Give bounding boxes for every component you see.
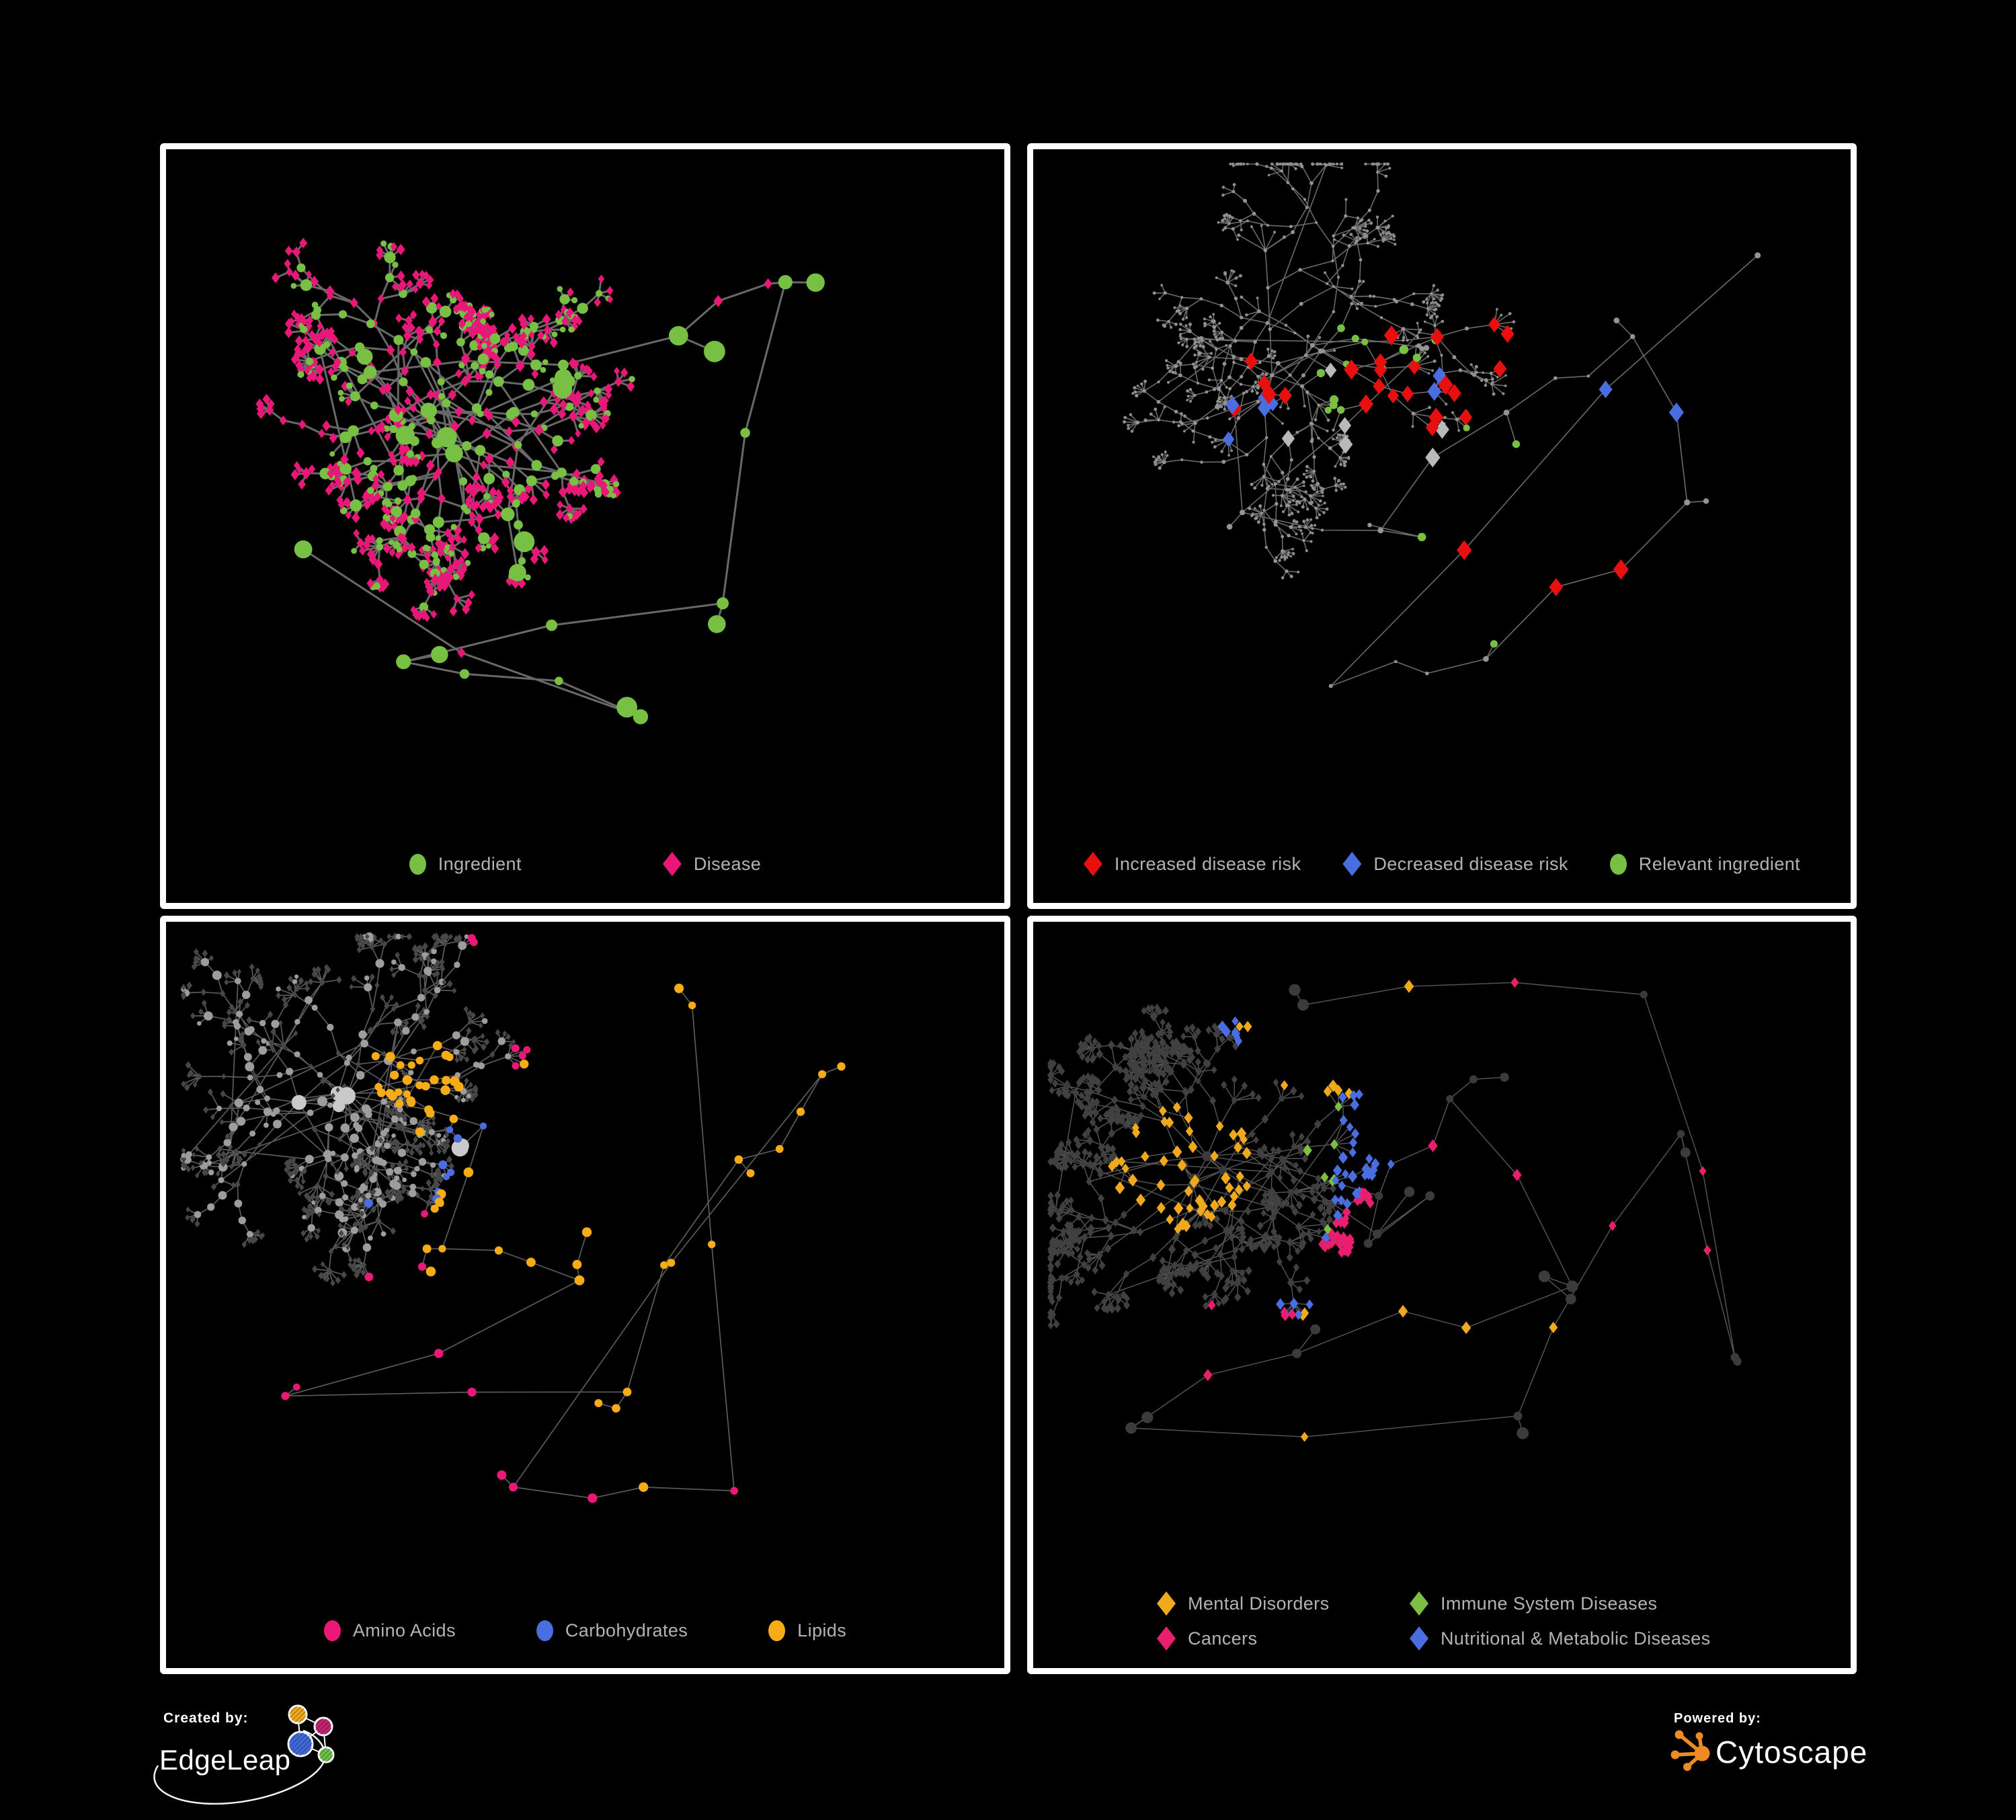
edgeleap-node-orange-hatch xyxy=(289,1706,307,1723)
created-by-label: Created by: xyxy=(163,1710,249,1726)
legend-item-carbohydrates: Carbohydrates xyxy=(536,1620,688,1641)
legend-label: Mental Disorders xyxy=(1188,1593,1330,1614)
panel-disease-classes: Mental Disorders Immune System Diseases Ca… xyxy=(1027,916,1857,1674)
edgeleap-node-green-hatch xyxy=(319,1747,333,1762)
legend: Amino Acids Carbohydrates Lipids xyxy=(166,1620,1004,1641)
legend-item-immune-system-diseases: Immune System Diseases xyxy=(1410,1591,1657,1616)
legend-label: Amino Acids xyxy=(352,1620,456,1640)
legend-item-decreased-disease-risk: Decreased disease risk xyxy=(1342,852,1568,876)
diamond-marker-icon xyxy=(1157,1626,1176,1651)
diamond-marker-icon xyxy=(1083,852,1102,876)
edgeleap-logo: Created by: EdgeLeap xyxy=(153,1704,335,1805)
legend: Increased disease risk Decreased disease … xyxy=(1033,852,1851,876)
edgeleap-swoosh xyxy=(153,1729,327,1805)
legend-label: Relevant ingredient xyxy=(1638,853,1801,874)
edgeleap-node-magenta-hatch xyxy=(315,1718,332,1735)
circle-marker-icon xyxy=(1609,853,1627,875)
legend-item-relevant-ingredient: Relevant ingredient xyxy=(1609,853,1801,875)
diamond-marker-icon xyxy=(1157,1591,1176,1616)
panel-ingredient-disease: Ingredient Disease xyxy=(160,143,1010,909)
legend-label: Ingredient xyxy=(438,853,522,874)
circle-marker-icon xyxy=(409,853,426,875)
diamond-marker-icon xyxy=(1410,1591,1428,1616)
circle-marker-icon xyxy=(768,1620,786,1641)
legend-item-ingredient: Ingredient xyxy=(409,853,522,875)
panel-disease-risk: Increased disease risk Decreased disease … xyxy=(1027,143,1857,909)
legend-item-mental-disorders: Mental Disorders xyxy=(1157,1591,1410,1616)
legend-label: Decreased disease risk xyxy=(1373,853,1568,874)
legend-item-nutritional-metabolic-diseases: Nutritional & Metabolic Diseases xyxy=(1410,1626,1710,1651)
legend-item-cancers: Cancers xyxy=(1157,1626,1410,1651)
legend: Ingredient Disease xyxy=(166,852,1004,876)
diamond-marker-icon xyxy=(662,852,682,876)
legend-label: Lipids xyxy=(797,1620,847,1640)
legend-label: Nutritional & Metabolic Diseases xyxy=(1441,1628,1711,1649)
legend-item-disease: Disease xyxy=(662,852,762,876)
network-graph-nutrient-classes xyxy=(180,932,846,1503)
panel-nutrient-classes: Amino Acids Carbohydrates Lipids xyxy=(160,916,1010,1674)
legend-item-increased-disease-risk: Increased disease risk xyxy=(1083,852,1301,876)
cytoscape-glyph-nodes xyxy=(1670,1730,1710,1771)
legend-item-lipids: Lipids xyxy=(768,1620,846,1641)
network-graph-disease-classes xyxy=(1047,977,1742,1442)
legend-item-amino-acids: Amino Acids xyxy=(323,1620,456,1641)
legend-label: Increased disease risk xyxy=(1114,853,1301,874)
legend-label: Carbohydrates xyxy=(565,1620,688,1640)
legend-label: Disease xyxy=(693,853,762,874)
network-graph-ingredient-disease xyxy=(255,237,825,725)
cytoscape-logo: Powered by: Cytoscape xyxy=(1670,1711,1867,1771)
legend-label: Cancers xyxy=(1188,1628,1258,1649)
circle-marker-icon xyxy=(536,1620,553,1641)
diamond-marker-icon xyxy=(1410,1626,1428,1651)
cytoscape-wordmark: Cytoscape xyxy=(1716,1735,1867,1770)
edgeleap-node-blue-hatch xyxy=(288,1732,313,1756)
circle-marker-icon xyxy=(323,1620,341,1641)
legend-label: Immune System Diseases xyxy=(1441,1593,1658,1614)
diamond-marker-icon xyxy=(1342,852,1362,876)
network-graph-disease-risk xyxy=(1123,162,1761,688)
edgeleap-wordmark: EdgeLeap xyxy=(159,1744,291,1776)
powered-by-label: Powered by: xyxy=(1674,1711,1761,1726)
legend: Mental Disorders Immune System Diseases Ca… xyxy=(1033,1591,1851,1651)
